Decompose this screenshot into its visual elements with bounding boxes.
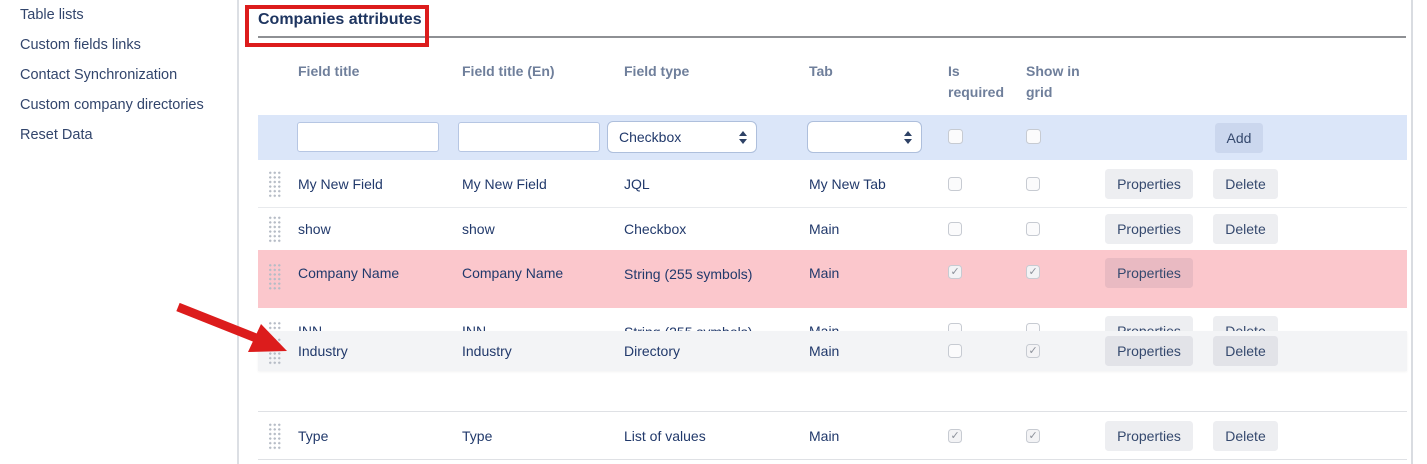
sidebar-item-reset-data[interactable]: Reset Data — [20, 127, 93, 143]
column-header-show-in-grid: Show in grid — [1026, 63, 1080, 100]
cell-tab: Main — [809, 221, 840, 237]
cell-field-title: Industry — [298, 343, 348, 359]
drag-handle-icon[interactable] — [268, 337, 281, 365]
cell-field-title: Type — [298, 427, 329, 444]
show-in-grid-checkbox[interactable] — [1026, 222, 1040, 236]
field-type-select[interactable]: Checkbox — [607, 121, 757, 153]
is-required-checkbox[interactable] — [948, 344, 962, 358]
drag-handle-icon[interactable] — [268, 263, 281, 290]
delete-button[interactable]: Delete — [1213, 336, 1278, 366]
is-required-checkbox[interactable] — [948, 129, 963, 144]
drag-handle-icon[interactable] — [268, 422, 281, 449]
delete-button[interactable]: Delete — [1213, 214, 1278, 244]
show-in-grid-checkbox[interactable] — [1026, 344, 1040, 358]
sidebar-divider — [237, 0, 239, 464]
show-in-grid-checkbox[interactable] — [1026, 129, 1041, 144]
is-required-checkbox[interactable] — [948, 176, 962, 191]
sidebar-item-table-lists[interactable]: Table lists — [20, 7, 84, 23]
column-header-field-type: Field type — [624, 63, 690, 79]
cell-field-title-en: show — [462, 221, 495, 237]
table-row: Type Type List of values Main Properties… — [258, 412, 1407, 459]
cell-field-type: String (255 symbols) — [624, 266, 753, 282]
sidebar: Table lists Custom fields links Contact … — [0, 4, 238, 154]
column-header-field-title: Field title — [298, 63, 360, 79]
row-divider — [258, 411, 1407, 412]
field-title-input[interactable] — [297, 122, 439, 152]
is-required-checkbox[interactable] — [948, 222, 962, 236]
properties-button[interactable]: Properties — [1105, 214, 1193, 244]
table-row: show show Checkbox Main Properties Delet… — [258, 208, 1407, 250]
properties-button[interactable]: Properties — [1105, 258, 1193, 288]
row-divider — [258, 207, 1407, 208]
tab-select[interactable] — [807, 121, 922, 153]
is-required-checkbox[interactable] — [948, 428, 962, 443]
cell-field-type: Directory — [624, 343, 681, 359]
cell-field-title: Company Name — [298, 265, 400, 281]
delete-button[interactable]: Delete — [1213, 168, 1278, 199]
cell-field-title-en: Company Name — [462, 265, 564, 281]
column-header-tab: Tab — [809, 63, 833, 79]
column-header-field-title-en: Field title (En) — [462, 63, 555, 79]
content-pane-border — [1411, 0, 1413, 464]
cell-field-type: JQL — [624, 175, 650, 192]
drag-handle-icon[interactable] — [268, 215, 281, 243]
column-header-is-required: Is required — [948, 63, 1005, 100]
cell-tab: Main — [809, 343, 840, 359]
show-in-grid-checkbox[interactable] — [1026, 265, 1040, 279]
add-attribute-form-row: Checkbox Add — [258, 115, 1407, 160]
properties-button[interactable]: Properties — [1105, 336, 1193, 366]
cell-tab: Main — [809, 265, 840, 281]
cell-field-title: My New Field — [298, 175, 383, 192]
delete-button[interactable]: Delete — [1213, 420, 1278, 451]
properties-button[interactable]: Properties — [1105, 168, 1193, 199]
sidebar-item-custom-fields-links[interactable]: Custom fields links — [20, 37, 141, 53]
sidebar-item-custom-company-directories[interactable]: Custom company directories — [20, 97, 204, 113]
cell-tab: My New Tab — [809, 175, 886, 192]
cell-field-title: show — [298, 221, 331, 237]
cell-field-title-en: My New Field — [462, 175, 547, 192]
companies-attributes-table: Checkbox Add My New Field My New Field J… — [258, 115, 1407, 460]
table-row: My New Field My New Field JQL My New Tab… — [258, 160, 1407, 207]
page-title: Companies attributes — [258, 11, 422, 28]
cell-field-title-en: Type — [462, 427, 493, 444]
show-in-grid-checkbox[interactable] — [1026, 176, 1040, 191]
table-row-highlighted: Company Name Company Name String (255 sy… — [258, 250, 1407, 308]
field-title-en-input[interactable] — [458, 122, 600, 152]
show-in-grid-checkbox[interactable] — [1026, 428, 1040, 443]
cell-field-type: Checkbox — [624, 221, 687, 237]
title-underline — [258, 36, 1406, 38]
table-row-dragging[interactable]: Industry Industry Directory Main Propert… — [258, 331, 1407, 371]
drag-drop-section: INN INN String (255 symbols) Main Proper… — [258, 308, 1407, 411]
sidebar-item-contact-synchronization[interactable]: Contact Synchronization — [20, 67, 178, 83]
is-required-checkbox[interactable] — [948, 265, 962, 279]
add-button[interactable]: Add — [1215, 123, 1263, 153]
select-stepper-icon — [904, 130, 912, 144]
drag-handle-icon[interactable] — [268, 170, 281, 197]
properties-button[interactable]: Properties — [1105, 420, 1193, 451]
field-type-select-value: Checkbox — [619, 129, 682, 145]
row-divider — [258, 459, 1407, 460]
select-stepper-icon — [739, 130, 747, 144]
cell-tab: Main — [809, 427, 840, 444]
cell-field-type: List of values — [624, 427, 706, 444]
cell-field-title-en: Industry — [462, 343, 512, 359]
